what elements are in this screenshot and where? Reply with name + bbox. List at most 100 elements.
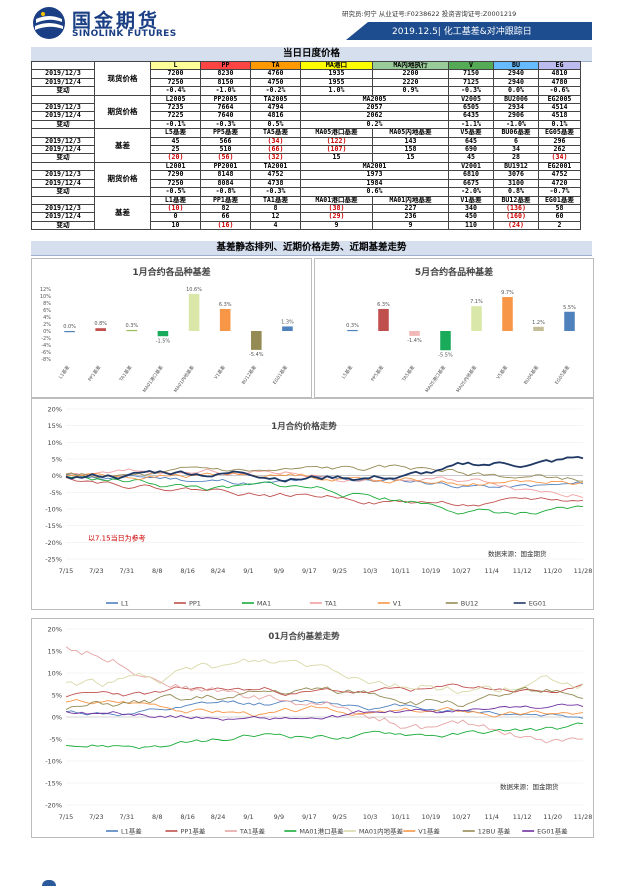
bar (64, 331, 75, 333)
table-cell: 8230 (200, 69, 251, 79)
table-cell: -2.0% (448, 187, 494, 197)
table-row: 2019/12/4 7250 8150 4750 1955 2220 7125 2940 478… (31, 77, 581, 88)
chart-title: 1月合约各品种基差 (132, 266, 210, 278)
table-cell: 262 (538, 145, 581, 155)
table-row: 2019/12/3 7290 8148 4752 1973 6810 3076 4752 (31, 170, 581, 180)
table-cell: 2940 (493, 77, 539, 88)
series-line (65, 472, 584, 486)
table-cell: 2062 (300, 111, 449, 121)
table-cell: 34 (493, 145, 539, 155)
column-header: BU12基差 (493, 195, 539, 205)
legend-label: BU12 (461, 600, 479, 608)
table-cell: 4750 (250, 77, 301, 88)
table-cell: 340 (448, 203, 494, 214)
data-source-note: 数据来源：国金期货 (500, 782, 559, 791)
table-cell: -1.0% (200, 86, 251, 96)
bar-value-label: 0.0% (63, 324, 76, 330)
column-header: MA内地执行 (372, 60, 449, 71)
table-cell: 690 (448, 145, 494, 155)
column-header: TA (250, 60, 301, 71)
brand-logo: 国金期货 SINOLINK FUTURES (30, 4, 180, 42)
x-tick-label: 7/31 (120, 567, 135, 575)
table-cell: 0.0% (493, 86, 539, 96)
y-tick-label: 4% (43, 315, 51, 321)
column-header: EG01基差 (538, 195, 581, 205)
row-date: 变动 (31, 86, 95, 96)
table-cell: -0.6% (538, 86, 581, 96)
chart-title: 1月合约价格走势 (271, 421, 337, 432)
column-header: V5基差 (448, 128, 494, 138)
table-row: 变动 -0.5% -0.8% -0.3% 0.6% -2.0% 0.8% -0.7% (31, 187, 581, 197)
table-cell: 8 (250, 203, 301, 214)
column-header: EG2005 (538, 94, 581, 105)
y-tick-label: -20% (45, 802, 62, 810)
legend-label: PP1 (189, 600, 201, 608)
column-header: L5基差 (150, 128, 201, 138)
column-header: MA2001 (300, 161, 449, 172)
column-header: TA2001 (250, 161, 301, 172)
x-tick-label: 11/4 (484, 813, 499, 821)
column-header: MA05内地基差 (372, 128, 449, 138)
table-row: 2019/12/3 (10) 82 8 (38) 227 340 (136) 58 (31, 203, 581, 214)
column-header: MA05港口基差 (300, 128, 373, 138)
table-cell: 7664 (200, 103, 251, 113)
row-date (31, 161, 95, 172)
row-date: 2019/12/3 (31, 203, 95, 214)
x-tick-label: 10/11 (391, 567, 410, 575)
table-cell: 2057 (300, 103, 449, 113)
row-date (31, 195, 95, 205)
y-tick-label: 8% (43, 301, 51, 307)
table-cell: 4518 (538, 111, 581, 121)
table-cell: 25 (150, 145, 201, 155)
y-tick-label: 20% (48, 406, 62, 414)
table-cell: 566 (200, 136, 251, 147)
y-tick-label: -2% (41, 336, 51, 342)
table-row: 变动 (20) (56) (32) 15 15 45 28 (34) (31, 153, 581, 163)
row-date: 2019/12/4 (31, 77, 95, 88)
legend-label: TA1基差 (239, 827, 266, 836)
table-cell: 4752 (250, 170, 301, 180)
table-cell: 3076 (493, 170, 539, 180)
y-tick-label: 0% (43, 329, 51, 335)
column-header: PP2005 (200, 94, 251, 105)
table-cell: -0.2% (250, 86, 301, 96)
table-cell: 10 (150, 220, 201, 231)
column-header: EG05基差 (538, 128, 581, 138)
bar-value-label: 1.3% (281, 319, 294, 325)
x-tick-label: 9/9 (274, 813, 284, 821)
x-tick-label: 10/27 (452, 813, 471, 821)
y-tick-label: 12% (40, 287, 51, 293)
bar (188, 293, 200, 331)
x-tick-label: 11/20 (543, 813, 562, 821)
block-label: 现货价格 (94, 61, 151, 96)
x-tick-label: 9/1 (243, 813, 253, 821)
x-tick-label: 7/23 (89, 567, 104, 575)
legend-label: PP1基差 (180, 827, 205, 836)
table-cell: 2200 (372, 69, 449, 79)
column-header: PP5基差 (200, 128, 251, 138)
table-cell: 2 (538, 220, 581, 231)
y-tick-label: -6% (41, 350, 51, 356)
table-row: 2019/12/4 7250 8084 4738 1984 6675 3100 4720 (31, 178, 581, 189)
bar-value-label: -1.4% (407, 338, 422, 344)
table-cell: 2906 (493, 111, 539, 121)
bar-value-label: 10.6% (186, 287, 202, 293)
bar (282, 326, 293, 331)
x-category-label: L1基差 (57, 364, 71, 380)
x-category-label: V5基差 (495, 364, 510, 381)
y-tick-label: 10% (48, 439, 62, 447)
table-cell: 6505 (448, 103, 494, 113)
table-cell: 1984 (300, 178, 449, 189)
row-date: 2019/12/3 (31, 103, 95, 113)
table-cell: (34) (538, 153, 581, 163)
bar-value-label: 0.3% (346, 323, 359, 329)
x-category-label: EG05基差 (553, 364, 571, 386)
table-cell: 9 (372, 220, 449, 231)
y-tick-label: 15% (48, 648, 62, 656)
block-label: 基差 (94, 195, 151, 231)
table-row: 变动 10 (16) 4 9 9 110 (24) 2 (31, 220, 581, 231)
row-date: 2019/12/4 (31, 212, 95, 222)
x-category-label: MA05港口基差 (423, 364, 447, 394)
table-row: 2019/12/3 7200 8230 4760 1935 2200 7150 2940 481… (31, 69, 581, 79)
x-tick-label: 11/20 (543, 567, 562, 575)
